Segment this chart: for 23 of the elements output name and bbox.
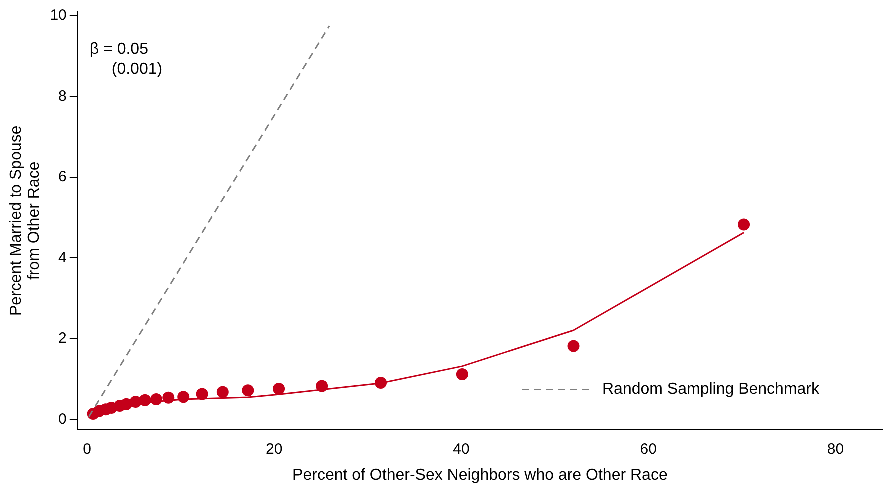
x-tick-label: 60: [640, 440, 657, 458]
point: [216, 386, 229, 398]
point: [273, 383, 286, 396]
y-tick-label: 2: [58, 330, 67, 348]
x-axis-title: Percent of Other-Sex Neighbors who are Other Race: [292, 466, 668, 484]
y-tick-label: 0: [58, 410, 67, 428]
point: [738, 218, 750, 231]
y-tick-label: 8: [58, 88, 67, 105]
x-tick-label: 80: [827, 440, 844, 458]
annotation: β = 0.05: [90, 41, 149, 58]
y-tick-label: 6: [58, 168, 67, 186]
point: [196, 388, 208, 400]
y-tick-label: 10: [50, 7, 67, 24]
point: [242, 384, 254, 397]
x-tick-label: 0: [83, 440, 92, 458]
y-axis-title: Percent Married to Spouse from Other Race: [8, 126, 43, 316]
x-tick-label: 40: [453, 440, 470, 458]
x-tick-label: 20: [266, 440, 283, 458]
annotation: (0.001): [112, 61, 163, 78]
point: [568, 340, 580, 352]
legend-label: Random Sampling Benchmark: [602, 381, 820, 398]
y-tick-label: 4: [58, 249, 67, 266]
point: [456, 368, 468, 380]
